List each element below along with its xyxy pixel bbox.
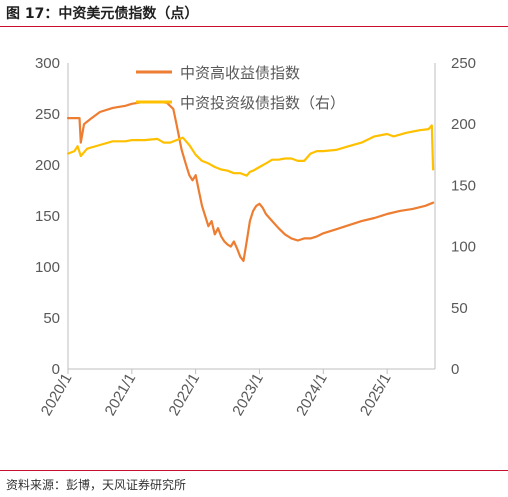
y-left-tick-label: 250	[35, 106, 60, 123]
x-tick-label: 2023/1	[229, 371, 267, 419]
series-line-high-yield	[66, 100, 435, 262]
footer-rule	[0, 470, 508, 471]
y-left-tick-label: 300	[35, 55, 60, 72]
y-right-tick-label: 150	[451, 177, 476, 194]
x-tick-label: 2021/1	[102, 371, 140, 419]
y-left-tick-label: 150	[35, 208, 60, 225]
y-left-tick-label: 50	[43, 310, 60, 327]
source-note: 资料来源：彭博，天风证券研究所	[6, 478, 187, 492]
y-right-tick-label: 100	[451, 239, 476, 256]
y-left-tick-label: 100	[35, 259, 60, 276]
y-right-tick-label: 250	[451, 55, 476, 72]
legend-label-high-yield: 中资高收益债指数	[180, 64, 300, 82]
x-tick-label: 2020/1	[38, 371, 76, 419]
series-line-investment-grade	[66, 124, 435, 177]
x-tick-label: 2022/1	[165, 371, 203, 419]
x-tick-label: 2025/1	[357, 371, 395, 419]
series-layer	[66, 100, 435, 262]
figure-title: 图 17：中资美元债指数（点）	[6, 6, 199, 22]
x-tick-label: 2024/1	[293, 371, 331, 419]
y-left-tick-label: 200	[35, 157, 60, 174]
y-right-tick-label: 0	[451, 361, 459, 378]
axes-layer: 0 50 100 150 200 250 300 0 50 100 150 200 250 2020/1 2…	[35, 55, 476, 419]
y-right-tick-label: 200	[451, 116, 476, 133]
y-right-tick-label: 50	[451, 300, 468, 317]
chart-canvas: 0 50 100 150 200 250 300 0 50 100 150 200 250 2020/1 2…	[35, 55, 476, 419]
legend-label-investment-grade: 中资投资级债指数（右）	[180, 94, 345, 112]
y-left-tick-label: 0	[52, 361, 60, 378]
title-rule	[0, 26, 508, 27]
